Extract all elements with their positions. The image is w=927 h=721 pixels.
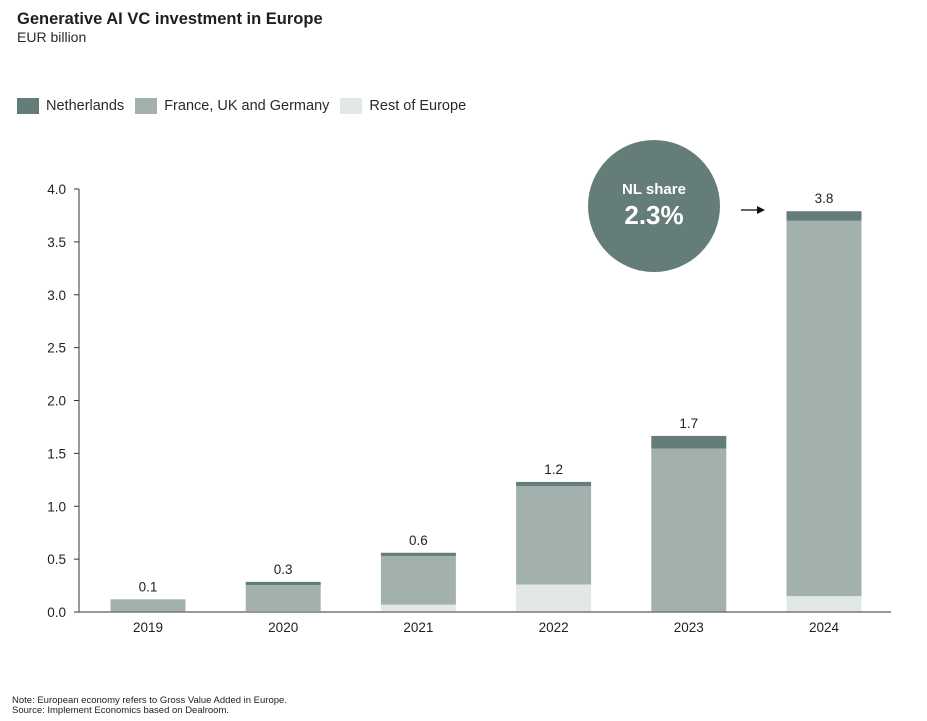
bar-total-label-2021: 0.6 (409, 533, 428, 548)
bar-total-label-2019: 0.1 (139, 579, 158, 594)
bar-segment-netherlands-2021 (380, 552, 456, 556)
y-tick-label: 0.5 (47, 552, 66, 567)
bar-total-label-2024: 3.8 (815, 191, 834, 206)
y-tick-label: 0.0 (47, 605, 66, 620)
source-text: Source: Implement Economics based on Dea… (12, 705, 230, 716)
legend-item-netherlands: Netherlands (17, 98, 124, 114)
bar-segment-france-uk-and-germany-2022 (516, 486, 592, 585)
legend-swatch-netherlands (17, 98, 39, 114)
bar-total-label-2022: 1.2 (544, 462, 563, 477)
legend-item-rest-of-europe: Rest of Europe (340, 98, 466, 114)
bar-segment-netherlands-2022 (516, 481, 592, 487)
x-tick-label-2022: 2022 (539, 620, 569, 635)
x-tick-label-2021: 2021 (403, 620, 433, 635)
x-tick-label-2019: 2019 (133, 620, 163, 635)
bar-segment-france-uk-and-germany-2021 (380, 555, 456, 605)
legend-item-france-uk-germany: France, UK and Germany (135, 98, 329, 114)
footnote: Note: European economy refers to Gross V… (12, 696, 287, 716)
y-tick-label: 2.0 (47, 394, 66, 409)
y-tick-label: 3.5 (47, 235, 66, 250)
x-tick-label-2020: 2020 (268, 620, 298, 635)
x-tick-label-2023: 2023 (674, 620, 704, 635)
y-tick-label: 1.5 (47, 446, 66, 461)
y-tick-label: 1.0 (47, 499, 66, 514)
bar-segment-rest-of-europe-2021 (380, 604, 456, 612)
bar-total-label-2023: 1.7 (679, 416, 698, 431)
legend-label-rest-of-europe: Rest of Europe (369, 98, 467, 114)
legend-label-france-uk-germany: France, UK and Germany (164, 98, 330, 114)
note-text: Note: European economy refers to Gross V… (12, 695, 287, 706)
bar-segment-netherlands-2023 (651, 435, 727, 449)
bar-segment-rest-of-europe-2022 (516, 584, 592, 612)
bar-segment-france-uk-and-germany-2023 (651, 448, 727, 612)
nl-share-label: NL share (622, 181, 686, 198)
bar-total-label-2020: 0.3 (274, 562, 293, 577)
bar-segment-netherlands-2020 (245, 581, 321, 586)
legend-label-netherlands: Netherlands (46, 98, 125, 114)
nl-share-value: 2.3% (624, 200, 683, 230)
x-tick-label-2024: 2024 (809, 620, 840, 635)
chart-subtitle: EUR billion (17, 29, 87, 45)
bar-segment-france-uk-and-germany-2024 (786, 220, 862, 597)
legend-swatch-rest-of-europe (340, 98, 363, 114)
legend: Netherlands France, UK and Germany Rest … (17, 98, 477, 114)
nl-share-bubble (588, 140, 720, 272)
bar-segment-rest-of-europe-2024 (786, 596, 862, 612)
y-tick-label: 4.0 (47, 182, 66, 197)
y-tick-label: 3.0 (47, 288, 66, 303)
bar-segment-france-uk-and-germany-2020 (245, 585, 321, 611)
bar-segment-france-uk-and-germany-2019 (110, 599, 186, 612)
arrow-icon-head (757, 206, 765, 214)
bar-segment-netherlands-2024 (786, 211, 862, 221)
y-tick-label: 2.5 (47, 341, 66, 356)
chart-title: Generative AI VC investment in Europe (17, 10, 323, 28)
legend-swatch-france-uk-germany (135, 98, 158, 114)
